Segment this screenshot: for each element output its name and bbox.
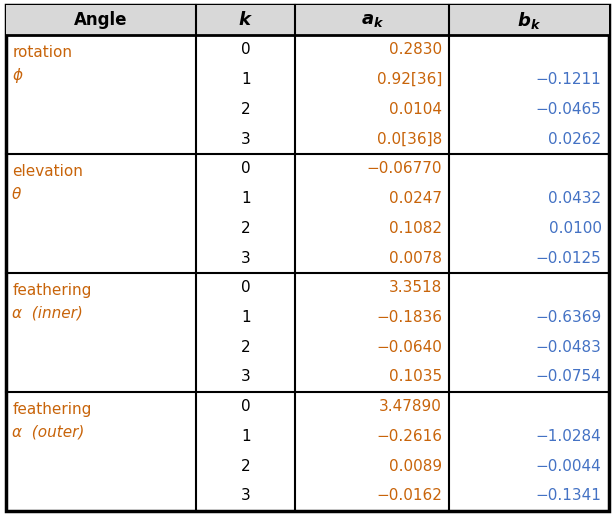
Text: −0.0754: −0.0754 bbox=[536, 369, 601, 384]
Text: 0.0432: 0.0432 bbox=[549, 191, 601, 206]
Text: 0: 0 bbox=[241, 42, 250, 57]
Text: 0.2830: 0.2830 bbox=[389, 42, 442, 57]
Text: feathering: feathering bbox=[12, 283, 92, 298]
Text: 0.1035: 0.1035 bbox=[389, 369, 442, 384]
Text: 3: 3 bbox=[241, 250, 250, 266]
Text: −0.0044: −0.0044 bbox=[536, 459, 601, 474]
Text: $\bfit{k}$: $\bfit{k}$ bbox=[238, 11, 253, 29]
Text: 0.0[36]8: 0.0[36]8 bbox=[376, 132, 442, 147]
Text: 0: 0 bbox=[241, 162, 250, 176]
Text: θ: θ bbox=[12, 187, 22, 202]
Text: −0.0465: −0.0465 bbox=[536, 102, 601, 117]
Text: −1.0284: −1.0284 bbox=[536, 429, 601, 444]
Text: 0.0262: 0.0262 bbox=[549, 132, 601, 147]
Text: Angle: Angle bbox=[74, 11, 128, 29]
Text: feathering: feathering bbox=[12, 402, 92, 417]
Text: 3: 3 bbox=[241, 132, 250, 147]
Text: $\bfit{b}_{k}$: $\bfit{b}_{k}$ bbox=[517, 9, 541, 30]
Text: 1: 1 bbox=[241, 72, 250, 87]
Text: α  (outer): α (outer) bbox=[12, 425, 84, 440]
Text: 0.92[36]: 0.92[36] bbox=[376, 72, 442, 87]
Text: 0.0247: 0.0247 bbox=[389, 191, 442, 206]
Text: 3.3518: 3.3518 bbox=[389, 280, 442, 295]
Text: α  (inner): α (inner) bbox=[12, 305, 83, 320]
Text: −0.0125: −0.0125 bbox=[536, 250, 601, 266]
Text: 0: 0 bbox=[241, 280, 250, 295]
Text: −0.2616: −0.2616 bbox=[376, 429, 442, 444]
Text: 2: 2 bbox=[241, 459, 250, 474]
Text: 1: 1 bbox=[241, 191, 250, 206]
Text: elevation: elevation bbox=[12, 164, 83, 179]
Text: 0.1082: 0.1082 bbox=[389, 221, 442, 236]
Text: 1: 1 bbox=[241, 429, 250, 444]
Text: 3: 3 bbox=[241, 489, 250, 504]
Text: 1: 1 bbox=[241, 310, 250, 325]
Text: ϕ: ϕ bbox=[12, 68, 22, 83]
Text: −0.06770: −0.06770 bbox=[367, 162, 442, 176]
Text: 2: 2 bbox=[241, 221, 250, 236]
Text: −0.1341: −0.1341 bbox=[536, 489, 601, 504]
Text: 0.0089: 0.0089 bbox=[389, 459, 442, 474]
Text: −0.1836: −0.1836 bbox=[376, 310, 442, 325]
Text: rotation: rotation bbox=[12, 45, 72, 60]
Text: 3: 3 bbox=[241, 369, 250, 384]
Text: 0: 0 bbox=[241, 399, 250, 414]
Text: −0.0640: −0.0640 bbox=[376, 340, 442, 354]
Text: −0.1211: −0.1211 bbox=[536, 72, 601, 87]
Text: $\bfit{a}_{k}$: $\bfit{a}_{k}$ bbox=[360, 11, 384, 29]
Text: 2: 2 bbox=[241, 102, 250, 117]
Text: 0.0078: 0.0078 bbox=[389, 250, 442, 266]
Text: −0.6369: −0.6369 bbox=[536, 310, 601, 325]
Bar bbox=[6, 5, 609, 35]
Text: 0.0100: 0.0100 bbox=[549, 221, 601, 236]
Text: 3.47890: 3.47890 bbox=[379, 399, 442, 414]
Text: −0.0162: −0.0162 bbox=[376, 489, 442, 504]
Text: −0.0483: −0.0483 bbox=[536, 340, 601, 354]
Text: 0.0104: 0.0104 bbox=[389, 102, 442, 117]
Text: 2: 2 bbox=[241, 340, 250, 354]
